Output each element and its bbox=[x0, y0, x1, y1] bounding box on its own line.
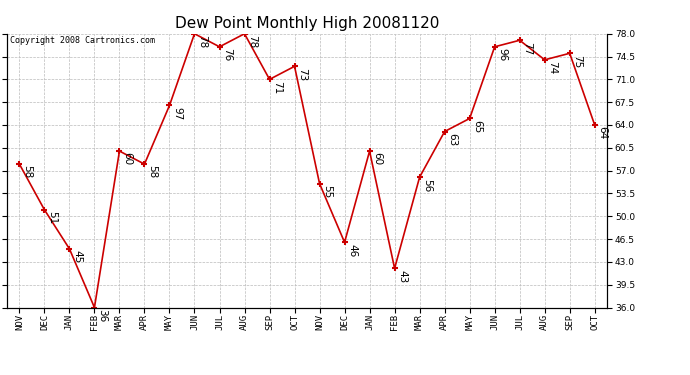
Text: 58: 58 bbox=[147, 165, 157, 179]
Text: Copyright 2008 Cartronics.com: Copyright 2008 Cartronics.com bbox=[10, 36, 155, 45]
Text: 74: 74 bbox=[547, 61, 558, 75]
Text: 36: 36 bbox=[97, 309, 107, 322]
Text: 77: 77 bbox=[522, 42, 533, 55]
Text: 43: 43 bbox=[397, 270, 407, 283]
Text: 45: 45 bbox=[72, 250, 82, 264]
Text: 60: 60 bbox=[373, 153, 382, 166]
Text: 55: 55 bbox=[322, 185, 333, 198]
Text: 63: 63 bbox=[447, 133, 457, 146]
Text: 75: 75 bbox=[573, 55, 582, 68]
Text: 78: 78 bbox=[197, 35, 207, 48]
Text: 73: 73 bbox=[297, 68, 307, 81]
Text: 60: 60 bbox=[122, 153, 132, 166]
Text: 46: 46 bbox=[347, 244, 357, 257]
Text: 65: 65 bbox=[473, 120, 482, 133]
Text: 96: 96 bbox=[497, 48, 507, 62]
Title: Dew Point Monthly High 20081120: Dew Point Monthly High 20081120 bbox=[175, 16, 440, 31]
Text: 64: 64 bbox=[598, 126, 607, 140]
Text: 71: 71 bbox=[273, 81, 282, 94]
Text: 78: 78 bbox=[247, 35, 257, 48]
Text: 76: 76 bbox=[222, 48, 233, 62]
Text: 58: 58 bbox=[22, 165, 32, 179]
Text: 56: 56 bbox=[422, 178, 433, 192]
Text: 97: 97 bbox=[172, 107, 182, 120]
Text: 51: 51 bbox=[47, 211, 57, 224]
